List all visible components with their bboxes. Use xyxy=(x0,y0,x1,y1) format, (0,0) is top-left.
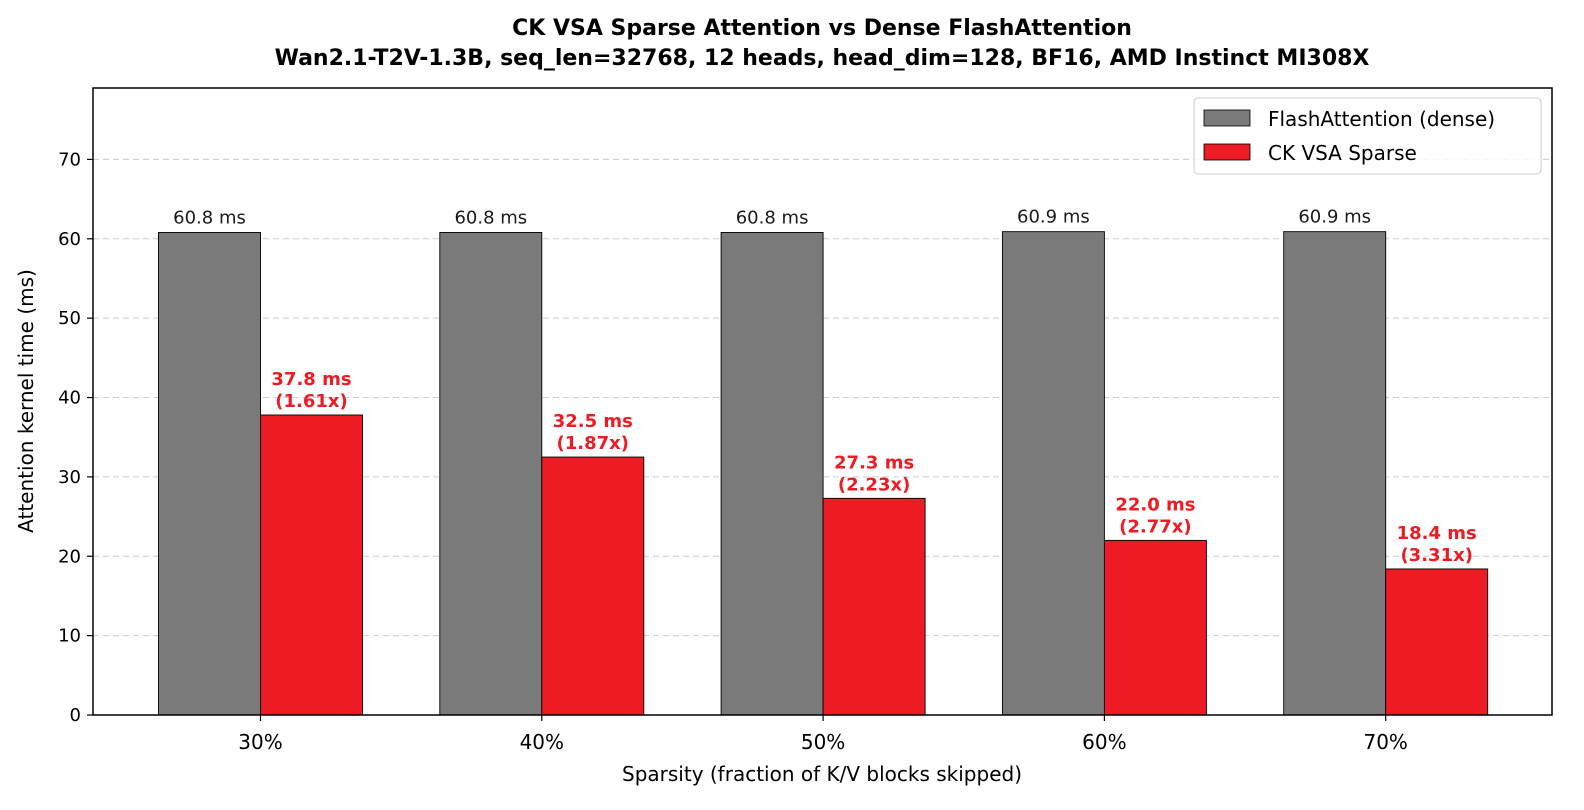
y-axis-ticks: 0 10 20 30 40 50 60 70 xyxy=(58,149,93,726)
speedup-label: (1.87x) xyxy=(557,433,629,454)
bar-sparse xyxy=(822,497,926,716)
sparse-value-label: 32.5 ms xyxy=(553,411,633,432)
dense-value-label: 60.8 ms xyxy=(173,207,246,228)
bar-dense xyxy=(439,231,543,716)
bar-sparse xyxy=(541,456,645,716)
y-tick-label: 60 xyxy=(58,229,81,250)
legend-swatch-dense xyxy=(1203,109,1251,127)
y-tick-label: 20 xyxy=(58,546,81,567)
bar-sparse xyxy=(1385,568,1489,716)
x-tick-label: 50% xyxy=(801,730,845,754)
x-tick-label: 30% xyxy=(238,730,282,754)
sparse-value-label: 37.8 ms xyxy=(271,369,351,390)
speedup-label: (2.23x) xyxy=(838,474,910,495)
y-tick-label: 70 xyxy=(58,149,81,170)
bar-sparse xyxy=(260,414,363,716)
bar-dense xyxy=(1001,231,1105,716)
chart-title: CK VSA Sparse Attention vs Dense FlashAt… xyxy=(512,16,1132,41)
y-tick-label: 40 xyxy=(58,388,81,409)
speedup-label: (3.31x) xyxy=(1400,545,1472,566)
bar-dense xyxy=(158,231,261,716)
x-axis-ticks: 30% 40% 50% 60% 70% xyxy=(238,715,1408,754)
legend-label-dense: FlashAttention (dense) xyxy=(1268,107,1495,131)
dense-value-label: 60.8 ms xyxy=(454,207,527,228)
chart-subtitle: Wan2.1-T2V-1.3B, seq_len=32768, 12 heads… xyxy=(275,46,1370,71)
bar-sparse xyxy=(1103,539,1207,716)
dense-value-label: 60.9 ms xyxy=(1298,207,1371,228)
x-axis-label: Sparsity (fraction of K/V blocks skipped… xyxy=(622,762,1022,786)
bars xyxy=(158,231,1489,716)
bar-labels: 60.8 ms 37.8 ms(1.61x) 60.8 ms 32.5 ms(1.87… xyxy=(173,207,1477,566)
y-tick-label: 50 xyxy=(58,308,81,329)
y-tick-label: 30 xyxy=(58,467,81,488)
x-tick-label: 70% xyxy=(1363,730,1407,754)
legend-label-sparse: CK VSA Sparse xyxy=(1268,141,1417,165)
sparse-value-label: 18.4 ms xyxy=(1397,523,1477,544)
y-axis-label: Attention kernel time (ms) xyxy=(14,269,38,533)
y-tick-label: 0 xyxy=(70,705,81,726)
legend-swatch-sparse xyxy=(1203,143,1251,161)
sparse-value-label: 22.0 ms xyxy=(1115,494,1195,515)
legend: FlashAttention (dense) CK VSA Sparse xyxy=(1193,97,1542,175)
speedup-label: (1.61x) xyxy=(275,391,347,412)
x-tick-label: 40% xyxy=(520,730,564,754)
bar-dense xyxy=(1283,231,1387,716)
x-tick-label: 60% xyxy=(1082,730,1126,754)
legend-box xyxy=(1193,97,1542,175)
speedup-label: (2.77x) xyxy=(1119,516,1191,537)
sparse-value-label: 27.3 ms xyxy=(834,452,914,473)
dense-value-label: 60.8 ms xyxy=(736,207,809,228)
bar-dense xyxy=(720,231,824,716)
y-tick-label: 10 xyxy=(58,626,81,647)
dense-value-label: 60.9 ms xyxy=(1017,207,1090,228)
